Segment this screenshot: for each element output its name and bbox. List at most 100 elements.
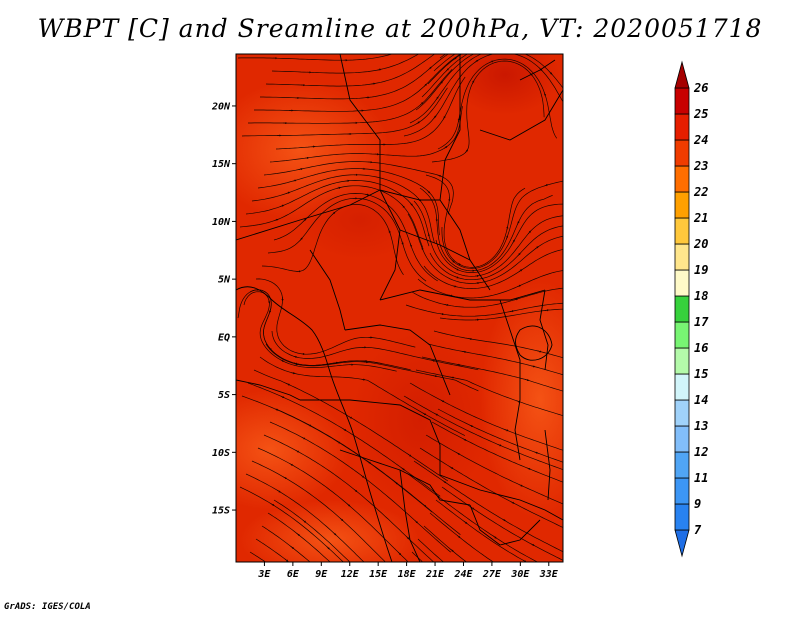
colorbar-segment <box>674 321 690 349</box>
streamline <box>421 356 563 392</box>
streamline <box>441 486 563 561</box>
colorbar-segment <box>674 451 690 479</box>
streamline-arrow <box>452 285 457 288</box>
grads-credit: GrADS: IGES/COLA <box>4 602 91 612</box>
streamline-arrow <box>516 400 521 403</box>
streamline-arrow <box>277 489 281 493</box>
streamline-arrow <box>517 252 521 257</box>
colorbar-label: 25 <box>693 107 708 121</box>
streamline-arrow <box>333 532 337 536</box>
streamline-arrow <box>348 416 353 419</box>
streamline-arrow <box>451 259 455 263</box>
streamline-arrow <box>291 372 296 375</box>
streamline-arrow <box>292 179 297 182</box>
streamline-arrow <box>414 520 419 524</box>
colorbar-segment <box>674 139 690 167</box>
streamline-arrow <box>531 365 536 368</box>
streamline-arrow <box>294 363 299 366</box>
streamline-arrow <box>462 350 467 353</box>
streamline <box>441 180 563 269</box>
streamline-arrow <box>289 463 294 466</box>
streamline <box>413 460 563 553</box>
streamline <box>429 512 494 562</box>
field-hot-patch <box>300 180 420 260</box>
streamline-arrow <box>512 239 515 244</box>
country-borders <box>236 54 563 562</box>
colorbar-segment <box>674 217 690 245</box>
colorbar-segment <box>674 165 690 193</box>
lon-tick-label: 15E <box>369 569 388 580</box>
streamline-arrow <box>423 83 428 87</box>
streamline-arrow <box>530 543 535 546</box>
streamline <box>403 395 563 471</box>
streamline <box>417 270 563 299</box>
streamline-arrow <box>268 346 272 351</box>
colorbar-segment <box>674 191 690 219</box>
streamline <box>249 551 267 562</box>
streamline-arrow <box>439 81 443 85</box>
streamline-arrow <box>489 60 494 63</box>
colorbar-arrow-low <box>674 529 690 558</box>
streamline-arrow <box>339 518 344 522</box>
streamline-arrow <box>283 476 288 480</box>
lon-tick-label: 30E <box>510 569 530 580</box>
streamline-arrow <box>518 269 523 272</box>
streamline-arrow <box>454 276 460 279</box>
streamline <box>265 54 436 87</box>
colorbar-segment <box>674 113 690 141</box>
streamline-arrow <box>444 303 450 306</box>
streamline-arrow <box>527 230 532 235</box>
colorbar-label: 12 <box>694 445 708 459</box>
streamline-arrow <box>453 57 457 60</box>
colorbar-segment <box>674 347 690 375</box>
streamline-arrow <box>486 51 489 52</box>
streamline <box>435 499 527 562</box>
streamline-arrow <box>535 246 539 250</box>
colorbar-label: 14 <box>694 393 708 407</box>
streamline-arrow <box>465 149 469 153</box>
streamline-arrow <box>388 229 391 234</box>
colorbar-arrow-high <box>674 60 690 89</box>
streamline <box>237 54 394 61</box>
lon-tick-label: 9E <box>315 569 328 580</box>
streamline-arrow <box>509 310 515 313</box>
streamline-arrow <box>435 96 439 101</box>
streamline <box>239 486 344 562</box>
streamline-arrow <box>517 284 522 288</box>
lon-tick-label: 24E <box>453 569 473 580</box>
streamline-arrow <box>421 246 424 251</box>
streamline-arrow <box>406 536 410 540</box>
colorbar-segment <box>674 503 690 531</box>
streamline-arrow <box>444 563 446 565</box>
streamline-arrow <box>502 518 506 522</box>
streamline-arrow <box>333 361 339 364</box>
streamline-arrow <box>360 474 365 478</box>
streamline-arrow <box>434 413 439 416</box>
streamline-arrow <box>346 503 351 507</box>
streamline-arrow <box>401 467 406 471</box>
streamline <box>417 538 444 562</box>
streamline-arrow <box>298 168 303 171</box>
streamline-arrow <box>506 226 509 231</box>
streamline-arrow <box>367 460 372 464</box>
lat-tick-label: 5N <box>218 275 231 286</box>
streamline-arrow <box>409 242 412 248</box>
streamline-arrow <box>471 80 475 85</box>
streamline-arrow <box>537 350 542 353</box>
streamline-arrow <box>510 501 515 504</box>
streamline-arrow <box>456 535 461 539</box>
streamline-arrow <box>442 480 447 484</box>
colorbar-label: 17 <box>694 315 709 329</box>
streamline-arrow <box>450 376 455 379</box>
colorbar-label: 20 <box>693 237 708 251</box>
streamline-arrow <box>525 378 530 382</box>
lon-tick-label: 12E <box>341 569 360 580</box>
streamline-arrow <box>302 519 307 523</box>
streamline-arrow <box>440 399 445 403</box>
colorbar-label: 22 <box>693 185 708 199</box>
streamline-arrow <box>544 184 549 187</box>
streamline-arrow <box>336 186 341 189</box>
streamline-arrow <box>497 444 502 447</box>
streamline-arrow <box>409 202 413 206</box>
streamline <box>435 203 563 273</box>
